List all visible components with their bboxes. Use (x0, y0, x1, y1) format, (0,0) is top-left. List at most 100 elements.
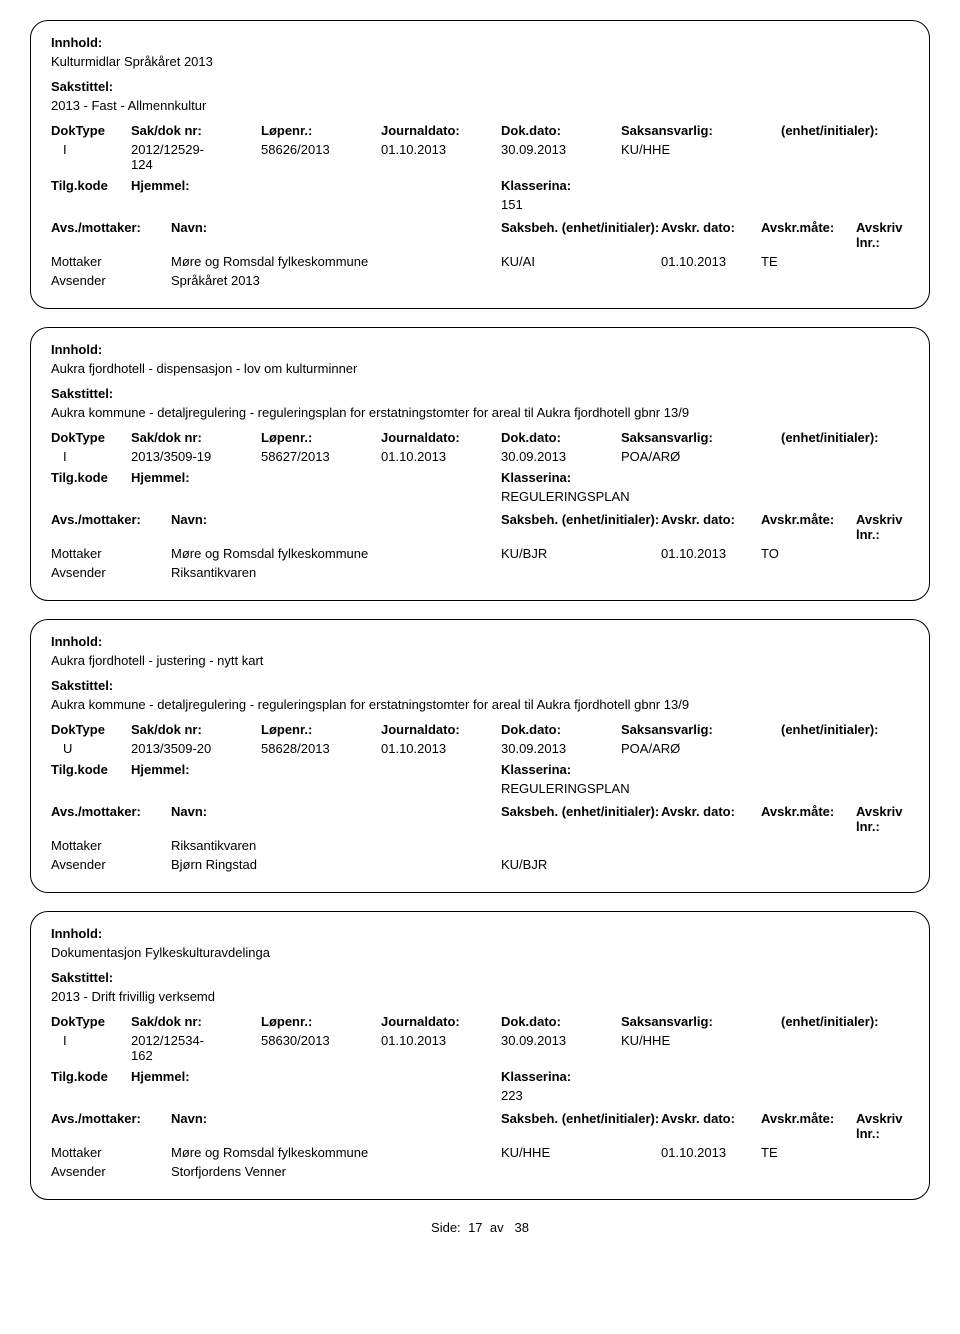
party-row: AvsenderRiksantikvaren (51, 565, 909, 580)
enhet-label: (enhet/initialer): (781, 430, 909, 445)
innhold-label: Innhold: (51, 926, 909, 941)
lopenr-value: 58626/2013 (261, 142, 381, 172)
meta-value-row: I2012/12529-12458626/201301.10.201330.09… (51, 142, 909, 172)
avsmot-label: Avs./mottaker: (51, 804, 171, 834)
dokdato-label: Dok.dato: (501, 430, 621, 445)
party-avskrdato (661, 565, 761, 580)
tilgkode-label: Tilg.kode (51, 470, 131, 485)
meta-header-row: DokTypeSak/dok nr:Løpenr.:Journaldato:Do… (51, 1014, 909, 1029)
dokdato-value: 30.09.2013 (501, 741, 621, 756)
sakdok-value: 2012/12529-124 (131, 142, 261, 172)
sakdok-label: Sak/dok nr: (131, 722, 261, 737)
party-avskrmaate (761, 857, 856, 872)
saksbeh-label: Saksbeh. (enhet/initialer): (501, 512, 661, 542)
party-saksbeh: KU/AI (501, 254, 661, 269)
party-avskrdato (661, 1164, 761, 1179)
party-name: Riksantikvaren (171, 838, 501, 853)
dokdato-label: Dok.dato: (501, 722, 621, 737)
saksansvarlig-label: Saksansvarlig: (621, 430, 781, 445)
party-avskrivlnr (856, 273, 909, 288)
party-name: Bjørn Ringstad (171, 857, 501, 872)
tilg-value-row: REGULERINGSPLAN (51, 489, 909, 504)
party-avskrivlnr (856, 254, 909, 269)
enhet-value (781, 1033, 909, 1063)
avskrdato-label: Avskr. dato: (661, 804, 761, 834)
footer-av-label: av (490, 1220, 504, 1235)
enhet-label: (enhet/initialer): (781, 123, 909, 138)
doktype-value: I (51, 142, 131, 172)
meta-value-row: I2013/3509-1958627/201301.10.201330.09.2… (51, 449, 909, 464)
saksbeh-label: Saksbeh. (enhet/initialer): (501, 804, 661, 834)
tilg-header-row: Tilg.kodeHjemmel:Klasserina: (51, 1069, 909, 1084)
party-role: Mottaker (51, 254, 171, 269)
party-avskrmaate: TE (761, 1145, 856, 1160)
navn-label: Navn: (171, 220, 501, 250)
navn-label: Navn: (171, 512, 501, 542)
sakdok-label: Sak/dok nr: (131, 1014, 261, 1029)
enhet-value (781, 449, 909, 464)
journaldato-value: 01.10.2013 (381, 142, 501, 172)
party-avskrivlnr (856, 565, 909, 580)
journal-record: Innhold:Aukra fjordhotell - dispensasjon… (30, 327, 930, 601)
dokdato-value: 30.09.2013 (501, 142, 621, 172)
party-saksbeh (501, 1164, 661, 1179)
party-avskrdato (661, 838, 761, 853)
lopenr-label: Løpenr.: (261, 430, 381, 445)
party-avskrivlnr (856, 1145, 909, 1160)
klassering-label: Klasserina: (501, 178, 909, 193)
party-avskrdato: 01.10.2013 (661, 1145, 761, 1160)
footer-page: 17 (464, 1220, 486, 1235)
party-role: Avsender (51, 273, 171, 288)
dokdato-value: 30.09.2013 (501, 449, 621, 464)
enhet-label: (enhet/initialer): (781, 1014, 909, 1029)
party-avskrdato (661, 857, 761, 872)
tilg-value-row: REGULERINGSPLAN (51, 781, 909, 796)
hjemmel-value (131, 781, 501, 796)
journal-record: Innhold:Aukra fjordhotell - justering - … (30, 619, 930, 893)
avskrdato-label: Avskr. dato: (661, 1111, 761, 1141)
avskrivlnr-label: Avskriv lnr.: (856, 220, 909, 250)
klassering-label: Klasserina: (501, 470, 909, 485)
doktype-label: DokType (51, 430, 131, 445)
navn-label: Navn: (171, 1111, 501, 1141)
dokdato-label: Dok.dato: (501, 1014, 621, 1029)
journaldato-label: Journaldato: (381, 1014, 501, 1029)
innhold-value: Aukra fjordhotell - dispensasjon - lov o… (51, 361, 909, 376)
hjemmel-value (131, 489, 501, 504)
party-name: Møre og Romsdal fylkeskommune (171, 546, 501, 561)
tilg-header-row: Tilg.kodeHjemmel:Klasserina: (51, 762, 909, 777)
sakstittel-label: Sakstittel: (51, 79, 909, 94)
klassering-value: 223 (501, 1088, 909, 1103)
party-saksbeh: KU/HHE (501, 1145, 661, 1160)
avskrmaate-label: Avskr.måte: (761, 1111, 856, 1141)
sakstittel-value: Aukra kommune - detaljregulering - regul… (51, 697, 909, 712)
party-role: Avsender (51, 565, 171, 580)
journaldato-label: Journaldato: (381, 123, 501, 138)
tilgkode-value (51, 489, 131, 504)
lopenr-value: 58630/2013 (261, 1033, 381, 1063)
party-row: AvsenderSpråkåret 2013 (51, 273, 909, 288)
party-avskrmaate: TE (761, 254, 856, 269)
tilg-header-row: Tilg.kodeHjemmel:Klasserina: (51, 178, 909, 193)
saksansvarlig-label: Saksansvarlig: (621, 123, 781, 138)
innhold-value: Aukra fjordhotell - justering - nytt kar… (51, 653, 909, 668)
meta-header-row: DokTypeSak/dok nr:Løpenr.:Journaldato:Do… (51, 722, 909, 737)
party-header-row: Avs./mottaker:Navn:Saksbeh. (enhet/initi… (51, 804, 909, 834)
doktype-label: DokType (51, 722, 131, 737)
party-avskrivlnr (856, 1164, 909, 1179)
avsmot-label: Avs./mottaker: (51, 512, 171, 542)
tilg-header-row: Tilg.kodeHjemmel:Klasserina: (51, 470, 909, 485)
hjemmel-value (131, 1088, 501, 1103)
saksansvarlig-value: KU/HHE (621, 1033, 781, 1063)
doktype-label: DokType (51, 1014, 131, 1029)
party-row: MottakerMøre og Romsdal fylkeskommuneKU/… (51, 546, 909, 561)
tilgkode-value (51, 781, 131, 796)
tilg-value-row: 151 (51, 197, 909, 212)
hjemmel-label: Hjemmel: (131, 1069, 501, 1084)
avsmot-label: Avs./mottaker: (51, 1111, 171, 1141)
party-role: Mottaker (51, 838, 171, 853)
party-avskrivlnr (856, 838, 909, 853)
party-avskrivlnr (856, 546, 909, 561)
lopenr-label: Løpenr.: (261, 722, 381, 737)
party-avskrmaate (761, 565, 856, 580)
